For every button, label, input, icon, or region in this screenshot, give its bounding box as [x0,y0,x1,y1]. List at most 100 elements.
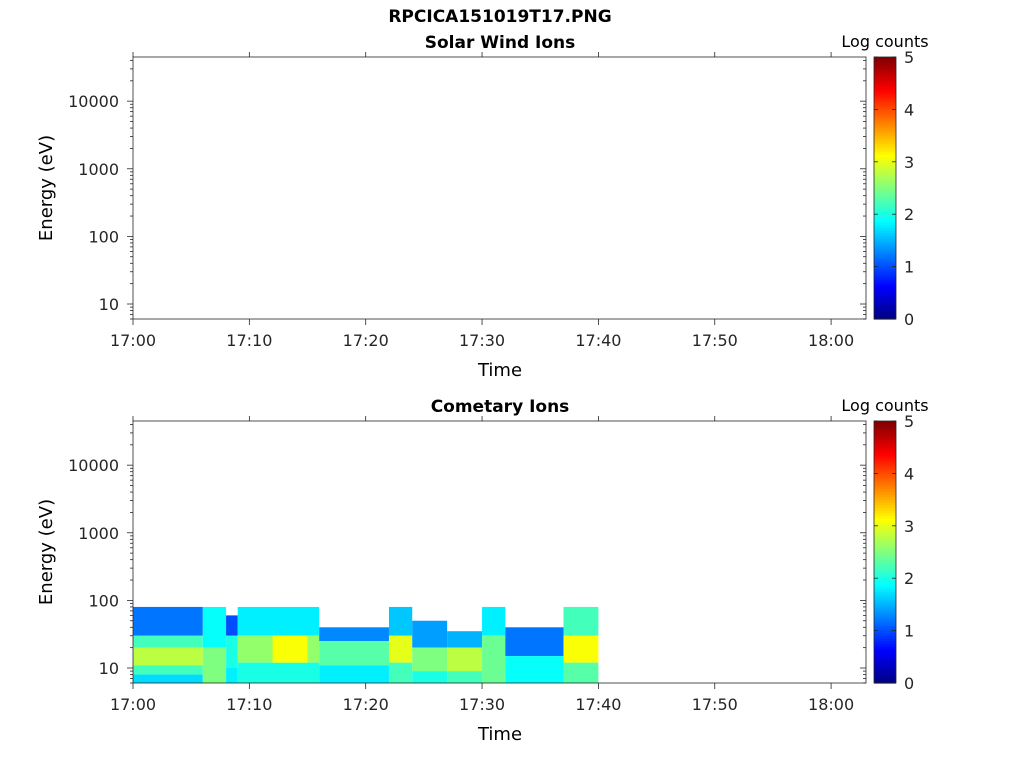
y-tick-label: 1000 [78,524,119,543]
colorbar-segment [874,185,896,189]
heatmap-cell [412,620,448,648]
colorbar-segment [874,243,896,247]
colorbar-segment [874,169,896,173]
colorbar-segment [874,478,896,482]
colorbar-segment [874,208,896,213]
colorbar-segment [874,434,896,438]
colorbar-segment [874,85,896,90]
colorbar-segment [874,224,896,228]
heatmap-cell [319,641,389,666]
colorbar-segment [874,612,896,616]
colorbar-segment [874,494,896,498]
colorbar-segment [874,633,896,637]
colorbar-tick-label: 3 [904,153,914,172]
colorbar-segment [874,298,896,302]
x-tick-label: 17:00 [110,331,156,350]
colorbar-segment [874,284,896,289]
colorbar-segment [874,520,896,524]
heatmap-cell [133,647,203,666]
colorbar-segment [874,677,896,681]
colorbar-segment [874,138,896,142]
heatmap-cell [226,635,238,668]
colorbar-segment [874,426,896,430]
colorbar-segment [874,675,896,679]
colorbar-segment [874,101,896,105]
colorbar-segment [874,122,896,126]
colorbar-segment [874,214,896,218]
colorbar-segment [874,237,896,241]
colorbar-segment [874,622,896,626]
colorbar-segment [874,311,896,315]
colorbar-segment [874,538,896,543]
heatmap-cell [237,662,320,683]
colorbar-segment [874,643,896,647]
colorbar-segment [874,510,896,514]
heatmap-cell [133,635,203,648]
x-tick-label: 17:50 [692,331,738,350]
colorbar-segment [874,635,896,640]
colorbar: 0 1 2 3 4 5 [873,412,914,693]
colorbar-segment [874,104,896,108]
colorbar-segment [874,256,896,260]
colorbar-segment [874,57,896,61]
colorbar-segment [874,531,896,535]
colorbar-tick-label: 1 [904,622,914,641]
colorbar-segment [874,140,896,145]
colorbar-segment [874,583,896,587]
heatmap-cell [133,665,203,675]
colorbar-segment [874,481,896,485]
heatmap-cell [319,665,389,683]
colorbar-segment [874,274,896,278]
colorbar-segment [874,669,896,674]
colorbar-segment [874,127,896,131]
x-tick-label: 18:00 [808,695,854,714]
colorbar-segment [874,83,896,87]
colorbar-tick-label: 0 [904,310,914,329]
colorbar-segment [874,439,896,443]
colorbar-segment [874,316,896,320]
colorbar-segment [874,470,896,474]
x-tick-label: 18:00 [808,331,854,350]
colorbar-segment [874,473,896,477]
colorbar-segment [874,229,896,234]
y-axis-ticks: 10 100 1000 10000 [68,60,866,320]
colorbar-segment [874,164,896,168]
x-tick-label: 17:30 [459,695,505,714]
colorbar-segment [874,609,896,613]
heatmap-cell [388,635,413,663]
colorbar-segment [874,449,896,454]
colorbar-segment [874,578,896,582]
colorbar-segment [874,570,896,574]
heatmap-cell [447,631,483,648]
heatmap-cell [563,606,599,636]
colorbar-segment [874,662,896,666]
heatmap-cell [412,647,448,672]
colorbar-segment [874,559,896,564]
x-tick-label: 17:20 [343,695,389,714]
x-axis-label: Time [477,724,522,745]
colorbar-segment [874,567,896,571]
colorbar-label: Log counts [841,32,928,51]
colorbar-segment [874,75,896,79]
colorbar-segment [874,109,896,113]
colorbar-segment [874,604,896,608]
heatmap-cell [319,627,389,642]
colorbar-segment [874,177,896,181]
plot-frame [132,420,867,684]
colorbar-segment [874,452,896,456]
colorbar-segment [874,287,896,291]
colorbar-segment [874,88,896,92]
colorbar-segment [874,222,896,226]
colorbar-segment [874,546,896,550]
colorbar-segment [874,266,896,270]
colorbar-segment [874,62,896,66]
y-tick-label: 100 [88,227,119,246]
figure-title: RPCICA151019T17.PNG [388,7,612,27]
colorbar-segment [874,444,896,448]
colorbar-segment [874,70,896,74]
colorbar-segment [874,476,896,480]
colorbar-segment [874,575,896,579]
colorbar-segment [874,667,896,671]
x-tick-label: 17:10 [226,695,272,714]
